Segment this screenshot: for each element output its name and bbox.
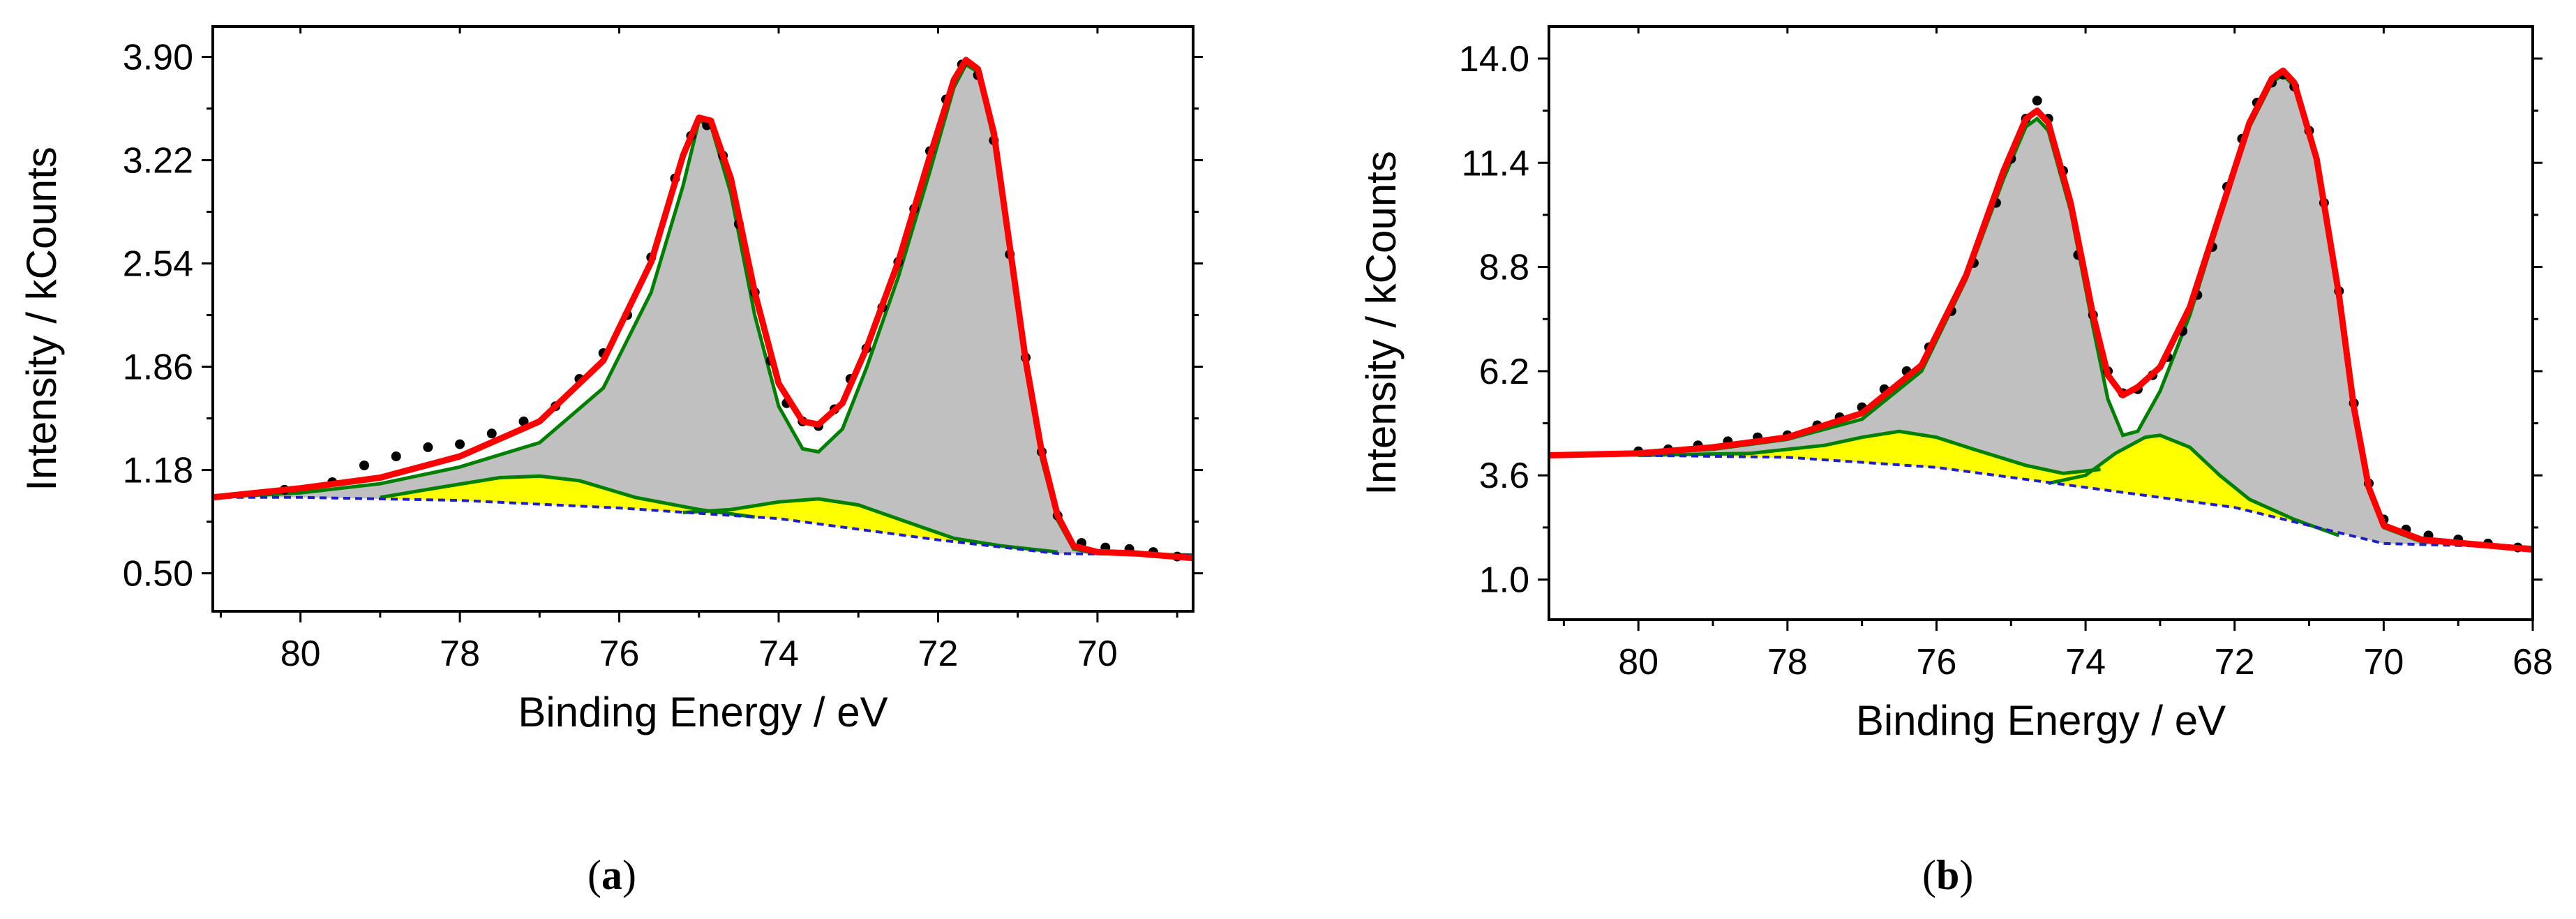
envelope-line (1549, 67, 2533, 553)
background-line (1549, 454, 2533, 549)
y-tick-label: 2.54 (123, 244, 193, 285)
x-tick-label: 70 (1077, 634, 1118, 674)
x-tick-label: 74 (758, 634, 799, 674)
y-tick-label: 0.50 (123, 554, 193, 595)
x-tick-label: 74 (2065, 642, 2106, 682)
minor-component-1-fill (1638, 431, 2101, 490)
main-component-fill (213, 64, 1193, 555)
data-point (486, 428, 497, 439)
y-tick-label: 11.4 (1462, 143, 1529, 184)
y-axis-title: Intensity / kCounts (1361, 151, 1405, 495)
minor-component-1-fill (380, 476, 755, 517)
chart-panel-b: 80 78 76 74 72 70 68 1.0 3.6 6.2 8.8 11.4 14.0 Bindin… (1361, 0, 2576, 919)
data-point (359, 461, 369, 470)
main-component-fill (1549, 74, 2533, 548)
data-point (2032, 96, 2042, 106)
data-point (423, 442, 433, 452)
x-tick-label: 76 (599, 634, 640, 674)
y-tick-label: 14.0 (1459, 39, 1529, 80)
data-point (455, 439, 465, 449)
y-tick-label: 3.6 (1479, 456, 1529, 496)
plot-frame (1548, 25, 2534, 621)
plot-area (1549, 67, 2533, 553)
y-axis-title: Intensity / kCounts (18, 147, 65, 491)
x-axis-title: Binding Energy / eV (518, 689, 888, 735)
y-tick-label: 8.8 (1479, 248, 1529, 288)
x-tick-label: 80 (280, 634, 321, 674)
xps-spectrum-chart-b: 80 78 76 74 72 70 68 1.0 3.6 6.2 8.8 11.4 14.0 Bindin… (1361, 25, 2553, 744)
data-point (518, 416, 529, 426)
x-tick-label: 80 (1618, 642, 1658, 682)
x-tick-label: 78 (1767, 642, 1808, 682)
background-line (213, 495, 1193, 557)
plot-frame (211, 25, 1195, 613)
x-tick-label: 72 (2215, 642, 2255, 682)
minor-component-1-line (1638, 429, 2101, 475)
panel-label-a: (a) (587, 852, 636, 898)
xps-spectrum-chart-a: 80 78 76 74 72 70 0.50 1.18 1.86 2.54 3.22 3.90 Bind… (18, 25, 1203, 735)
minor-component-1-line (380, 474, 756, 519)
minor-component-2-fill (2048, 435, 2339, 536)
y-tick-label: 3.90 (123, 38, 193, 78)
x-tick-label: 78 (440, 634, 480, 674)
x-tick-label: 70 (2363, 642, 2404, 682)
x-axis-title: Binding Energy / eV (1856, 697, 2226, 744)
y-tick-label: 3.22 (123, 141, 193, 181)
y-tick-label: 6.2 (1479, 352, 1529, 392)
envelope-line (213, 57, 1193, 562)
plot-area (213, 57, 1193, 562)
minor-component-2-fill (682, 498, 1058, 554)
y-tick-label: 1.86 (123, 348, 193, 388)
y-tick-label: 1.18 (123, 451, 193, 491)
x-tick-label: 76 (1917, 642, 1957, 682)
minor-component-2-line (2048, 433, 2340, 537)
x-tick-label: 72 (918, 634, 959, 674)
chart-panel-a: 80 78 76 74 72 70 0.50 1.18 1.86 2.54 3.22 3.90 Bind… (0, 0, 1242, 919)
x-tick-label: 68 (2513, 642, 2553, 682)
minor-component-2-line (682, 497, 1058, 554)
y-tick-label: 1.0 (1479, 560, 1529, 601)
panel-label-b: (b) (1922, 852, 1974, 898)
data-point (391, 451, 401, 461)
